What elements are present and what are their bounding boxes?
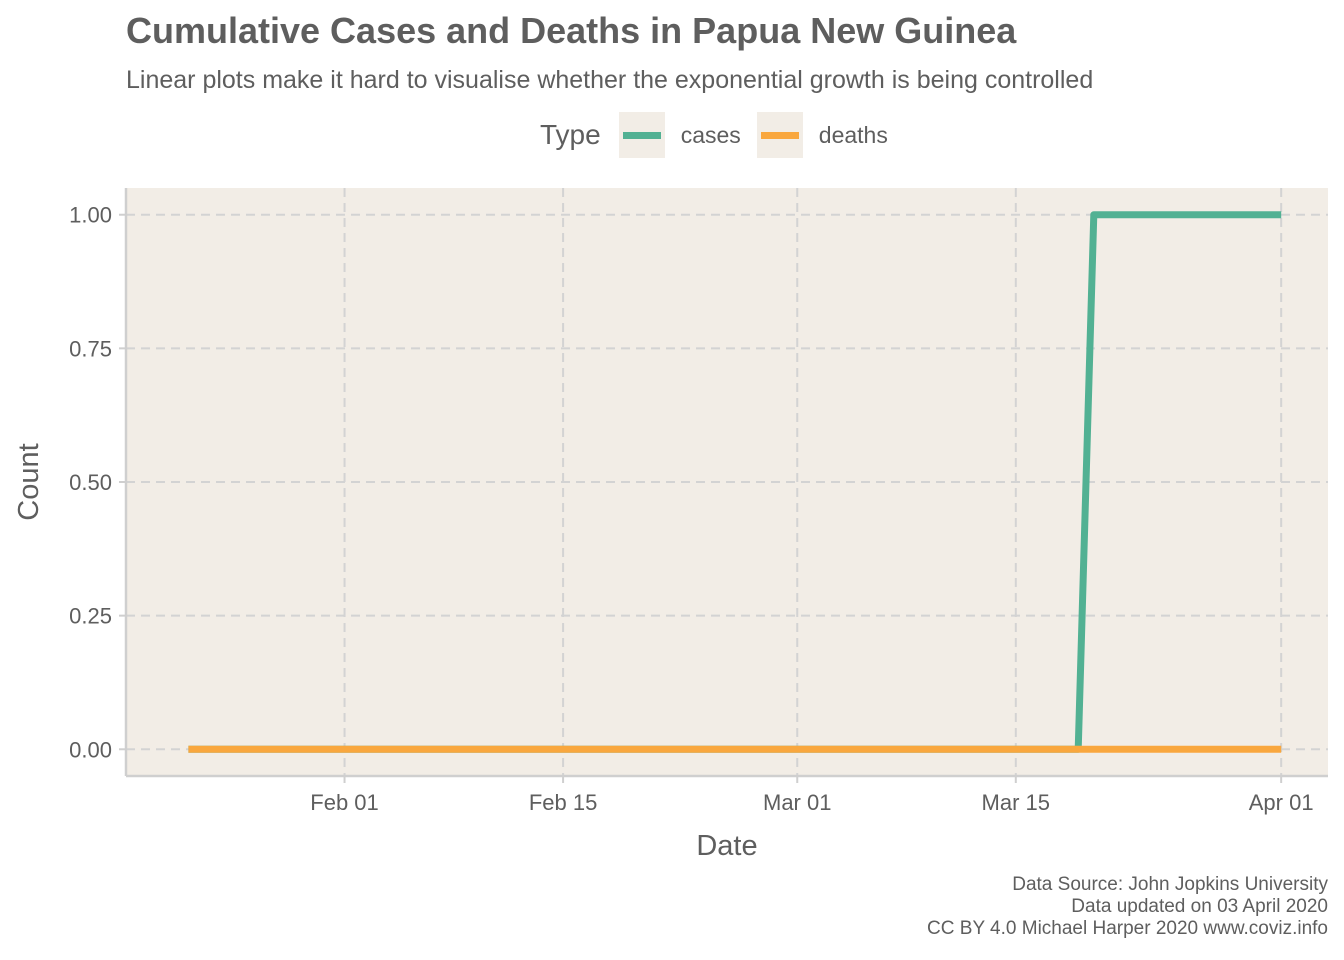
legend-key-cases bbox=[618, 112, 665, 158]
x-tick-label: Mar 15 bbox=[982, 790, 1050, 815]
legend-key-deaths bbox=[756, 112, 803, 158]
x-axis-title: Date bbox=[696, 830, 757, 862]
x-tick-label: Mar 01 bbox=[763, 790, 831, 815]
x-tick-label: Feb 01 bbox=[310, 790, 379, 815]
y-tick-label: 0.50 bbox=[69, 470, 112, 495]
caption-updated: Data updated on 03 April 2020 bbox=[1071, 896, 1328, 917]
x-tick-label: Feb 15 bbox=[529, 790, 598, 815]
x-tick-label: Apr 01 bbox=[1249, 790, 1314, 815]
legend-label-cases: cases bbox=[680, 121, 741, 148]
y-tick-label: 0.25 bbox=[69, 604, 112, 629]
legend-swatch-deaths bbox=[760, 131, 799, 139]
caption: Data Source: John Jopkins University Dat… bbox=[927, 874, 1328, 940]
y-tick-label: 0.75 bbox=[69, 336, 112, 361]
y-axis-title: Count bbox=[13, 443, 45, 520]
caption-license: CC BY 4.0 Michael Harper 2020 www.coviz.… bbox=[927, 918, 1328, 939]
chart-subtitle: Linear plots make it hard to visualise w… bbox=[126, 66, 1094, 94]
chart-title: Cumulative Cases and Deaths in Papua New… bbox=[126, 10, 1017, 51]
y-tick-label: 0.00 bbox=[69, 737, 112, 762]
caption-source: Data Source: John Jopkins University bbox=[1012, 874, 1328, 895]
legend-swatch-cases bbox=[622, 131, 661, 139]
legend-label-deaths: deaths bbox=[818, 121, 888, 148]
y-tick-label: 1.00 bbox=[69, 203, 112, 228]
legend: Type cases deaths bbox=[540, 112, 904, 158]
legend-title: Type bbox=[540, 119, 601, 150]
